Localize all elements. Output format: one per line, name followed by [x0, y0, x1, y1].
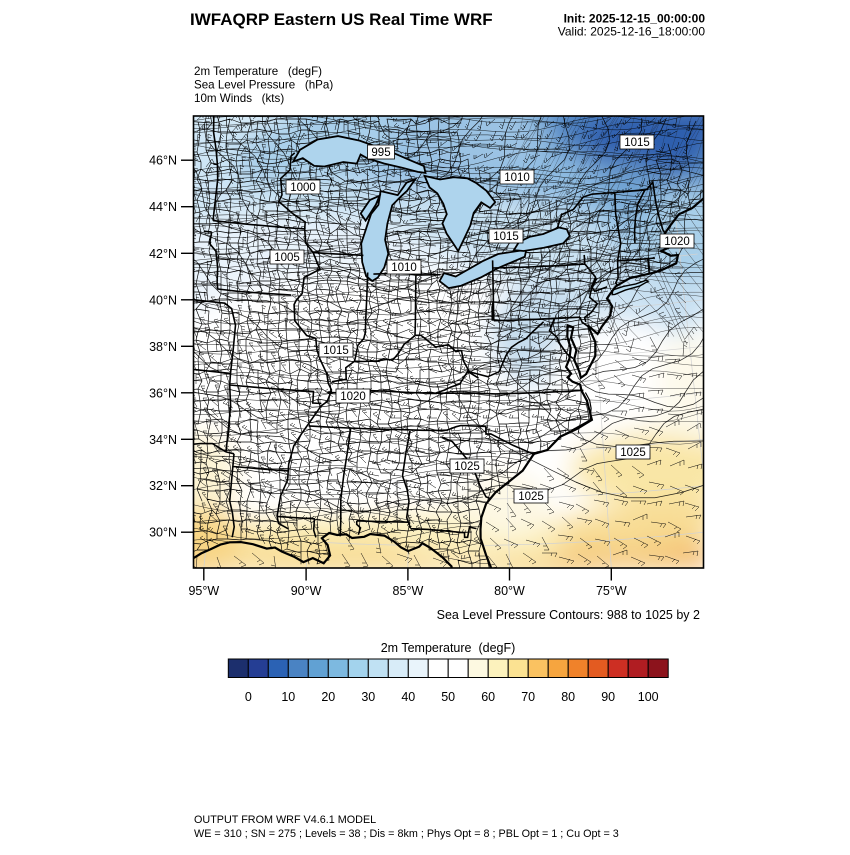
svg-text:1020: 1020 [664, 236, 690, 248]
svg-text:1025: 1025 [518, 491, 544, 503]
svg-text:995: 995 [371, 147, 390, 159]
svg-text:1015: 1015 [493, 231, 519, 243]
svg-text:32°N: 32°N [149, 479, 177, 493]
svg-text:80°W: 80°W [494, 584, 525, 598]
svg-text:1020: 1020 [340, 391, 366, 403]
svg-text:36°N: 36°N [149, 386, 177, 400]
svg-text:20: 20 [321, 690, 335, 704]
svg-text:1010: 1010 [504, 172, 530, 184]
svg-text:90°W: 90°W [291, 584, 322, 598]
svg-text:42°N: 42°N [149, 247, 177, 261]
svg-text:1025: 1025 [620, 447, 646, 459]
svg-text:WE = 310 ; SN = 275 ; Levels =: WE = 310 ; SN = 275 ; Levels = 38 ; Dis … [194, 828, 619, 840]
svg-text:40°N: 40°N [149, 293, 177, 307]
svg-text:Valid: 2025-12-16_18:00:00: Valid: 2025-12-16_18:00:00 [558, 25, 706, 39]
svg-text:Sea Level Pressure (hPa): Sea Level Pressure (hPa) [194, 79, 333, 92]
svg-text:30: 30 [361, 690, 375, 704]
svg-text:10: 10 [281, 690, 295, 704]
svg-text:2m Temperature (degF): 2m Temperature (degF) [381, 641, 516, 655]
svg-text:85°W: 85°W [393, 584, 424, 598]
svg-text:Sea Level Pressure Contours: 9: Sea Level Pressure Contours: 988 to 1025… [437, 608, 700, 622]
svg-text:30°N: 30°N [149, 526, 177, 540]
svg-text:0: 0 [245, 690, 252, 704]
svg-text:50: 50 [441, 690, 455, 704]
svg-text:Init: 2025-12-15_00:00:00: Init: 2025-12-15_00:00:00 [564, 12, 706, 26]
svg-text:34°N: 34°N [149, 433, 177, 447]
svg-text:2m Temperature (degF): 2m Temperature (degF) [194, 65, 322, 78]
svg-text:1010: 1010 [391, 262, 417, 274]
svg-text:44°N: 44°N [149, 200, 177, 214]
svg-text:60: 60 [481, 690, 495, 704]
svg-text:1000: 1000 [290, 182, 316, 194]
svg-text:80: 80 [561, 690, 575, 704]
svg-text:OUTPUT FROM WRF V4.6.1 MODEL: OUTPUT FROM WRF V4.6.1 MODEL [194, 814, 376, 826]
svg-text:38°N: 38°N [149, 340, 177, 354]
svg-text:46°N: 46°N [149, 154, 177, 168]
svg-text:100: 100 [638, 690, 659, 704]
svg-text:75°W: 75°W [596, 584, 627, 598]
svg-text:10m Winds (kts): 10m Winds (kts) [194, 92, 284, 105]
svg-text:40: 40 [401, 690, 415, 704]
svg-text:95°W: 95°W [188, 584, 219, 598]
svg-text:90: 90 [601, 690, 615, 704]
svg-text:70: 70 [521, 690, 535, 704]
svg-text:1005: 1005 [274, 252, 300, 264]
svg-text:1025: 1025 [454, 461, 480, 473]
svg-text:1015: 1015 [323, 345, 349, 357]
svg-text:IWFAQRP Eastern US Real Time W: IWFAQRP Eastern US Real Time WRF [190, 10, 493, 29]
svg-text:1015: 1015 [624, 137, 650, 149]
